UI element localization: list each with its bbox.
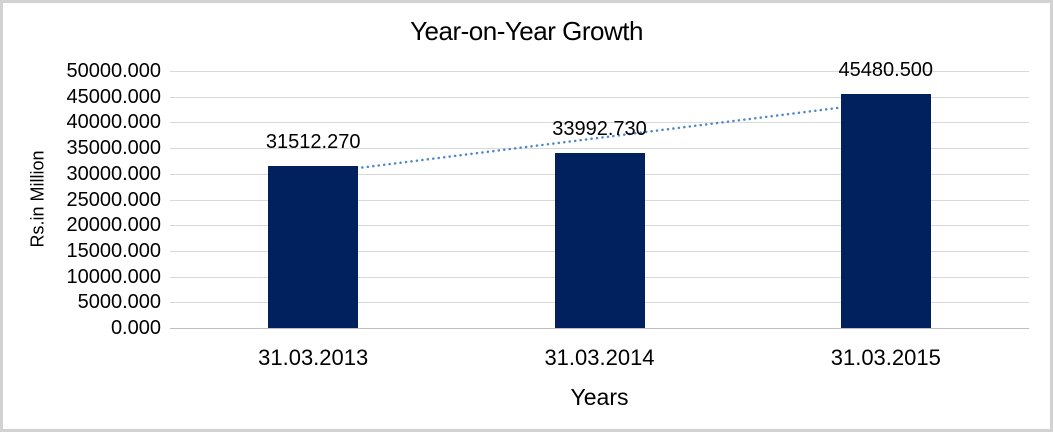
y-tick-label: 50000.000 [66,60,161,82]
y-tick-label: 45000.000 [66,85,161,108]
y-tick-label: 5000.000 [77,291,161,314]
bar [268,166,359,328]
y-tick-label: 10000.000 [66,265,161,288]
x-tick-label: 31.03.2015 [830,345,941,370]
y-tick-label: 40000.000 [66,111,161,134]
x-tick-label: 31.03.2014 [544,345,655,370]
y-tick-label: 20000.000 [66,214,161,237]
y-tick-label: 15000.000 [66,239,161,262]
x-tick-label: 31.03.2013 [258,345,369,370]
gridline [170,96,1029,98]
bar [840,94,931,328]
bar-data-label: 33992.730 [552,118,647,141]
bar-data-label: 45480.500 [838,59,934,82]
gridline [170,71,1029,72]
bar-data-label: 31512.270 [265,131,361,153]
y-tick-label: 30000.000 [66,162,161,185]
y-tick-label: 0.000 [110,317,161,339]
chart-title: Year-on-Year Growth [410,16,643,46]
gridline [170,122,1029,124]
y-tick-label: 25000.000 [66,188,161,211]
bar [554,153,645,328]
gridline [170,148,1029,150]
y-tick-label: 35000.000 [66,137,161,160]
x-axis-title: Years [570,384,629,410]
